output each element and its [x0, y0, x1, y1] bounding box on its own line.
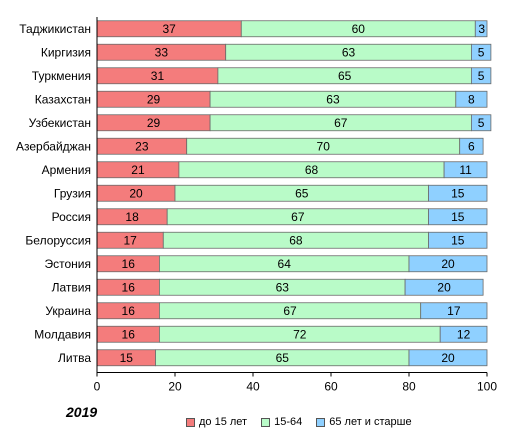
bar-65-plus [428, 208, 488, 226]
x-tick-label: 40 [246, 380, 260, 394]
data-label-15-64: 60 [352, 22, 366, 36]
data-label-15-64: 63 [342, 45, 356, 59]
legend-swatch-15-64 [261, 417, 271, 427]
data-label-under-15: 16 [122, 304, 136, 318]
legend-swatch-65-plus [316, 417, 326, 427]
data-label-under-15: 33 [155, 45, 169, 59]
category-label: Россия [52, 210, 91, 224]
data-label-15-64: 63 [326, 92, 340, 106]
category-labels: Таджикистан Киргизия Туркмения Казахстан Узб… [16, 22, 91, 365]
data-label-65-plus: 11 [459, 163, 472, 177]
legend-item-under-15: до 15 лет [186, 416, 247, 428]
bar-65-plus [404, 278, 484, 296]
data-label-65-plus: 17 [447, 304, 461, 318]
bar-65-plus [428, 184, 488, 202]
data-label-15-64: 67 [334, 116, 348, 130]
x-tick-label: 80 [402, 380, 416, 394]
legend-label-65-plus: 65 лет и старше [329, 416, 412, 428]
data-label-65-plus: 20 [437, 280, 451, 294]
data-label-15-64: 65 [338, 69, 352, 83]
data-label-15-64: 68 [305, 163, 319, 177]
data-label-under-15: 16 [122, 257, 136, 271]
data-label-under-15: 18 [125, 210, 139, 224]
category-label: Украина [45, 304, 91, 318]
bar-65-plus [470, 67, 492, 85]
legend-item-15-64: 15-64 [261, 416, 302, 428]
data-label-15-64: 65 [295, 186, 309, 200]
x-tick-label: 100 [477, 380, 497, 394]
data-label-under-15: 21 [131, 163, 145, 177]
data-label-under-15: 17 [123, 233, 137, 247]
data-label-under-15: 31 [151, 69, 165, 83]
x-tick-label: 20 [168, 380, 182, 394]
category-label: Латвия [52, 280, 91, 294]
legend-label-15-64: 15-64 [274, 416, 303, 428]
data-label-under-15: 37 [162, 22, 176, 36]
bar-65-plus [439, 325, 488, 343]
legend: до 15 лет 15-64 65 лет и старше [186, 416, 426, 428]
category-label: Туркмения [32, 69, 91, 83]
data-label-65-plus: 15 [451, 233, 465, 247]
bar-65-plus [408, 255, 488, 273]
data-label-under-15: 29 [147, 92, 161, 106]
data-label-15-64: 67 [291, 210, 305, 224]
data-label-65-plus: 20 [441, 351, 455, 365]
data-label-65-plus: 5 [478, 116, 485, 130]
data-label-15-64: 72 [293, 327, 307, 341]
data-label-65-plus: 5 [478, 45, 485, 59]
data-label-65-plus: 15 [451, 210, 465, 224]
year-annotation: 2019 [66, 404, 98, 420]
category-label: Молдавия [34, 327, 91, 341]
data-label-under-15: 15 [120, 351, 134, 365]
category-label: Эстония [45, 257, 92, 271]
category-label: Азербайджан [16, 139, 91, 153]
category-label: Литва [58, 351, 91, 365]
bar-65-plus [443, 161, 488, 179]
category-label: Армения [42, 163, 91, 177]
data-label-15-64: 64 [278, 257, 292, 271]
data-label-65-plus: 12 [457, 327, 471, 341]
data-label-15-64: 68 [289, 233, 303, 247]
category-label: Таджикистан [19, 22, 91, 36]
data-label-under-15: 16 [122, 280, 136, 294]
legend-swatch-under-15 [186, 417, 195, 427]
bar-65-plus [459, 137, 484, 155]
data-label-under-15: 16 [122, 327, 136, 341]
category-label: Казахстан [35, 92, 91, 106]
bar-65-plus [474, 20, 488, 38]
bar-65-plus [455, 90, 488, 108]
data-label-65-plus: 8 [468, 92, 475, 106]
data-label-15-64: 63 [276, 280, 290, 294]
data-label-under-15: 29 [147, 116, 161, 130]
data-label-under-15: 20 [129, 186, 143, 200]
category-label: Узбекистан [29, 116, 91, 130]
bar-65-plus [428, 231, 488, 249]
data-label-15-64: 65 [276, 351, 290, 365]
category-label: Киргизия [41, 45, 91, 59]
data-label-15-64: 70 [317, 139, 331, 153]
data-label-15-64: 67 [283, 304, 297, 318]
data-label-65-plus: 6 [468, 139, 475, 153]
x-tick-label: 0 [94, 380, 101, 394]
bar-65-plus [408, 349, 488, 367]
bar-65-plus [470, 114, 492, 132]
data-label-65-plus: 3 [478, 22, 485, 36]
category-label: Грузия [54, 186, 91, 200]
x-tick-label: 60 [324, 380, 338, 394]
data-label-under-15: 23 [135, 139, 149, 153]
data-label-65-plus: 20 [441, 257, 455, 271]
bar-65-plus [420, 302, 488, 320]
x-axis-ticks: 0 20 40 60 80 100 [94, 372, 497, 394]
legend-label-under-15: до 15 лет [199, 416, 248, 428]
legend-item-65-plus: 65 лет и старше [316, 416, 412, 428]
data-label-65-plus: 15 [451, 186, 465, 200]
data-label-65-plus: 5 [478, 69, 485, 83]
category-label: Белоруссия [25, 233, 91, 247]
bar-65-plus [470, 43, 492, 61]
